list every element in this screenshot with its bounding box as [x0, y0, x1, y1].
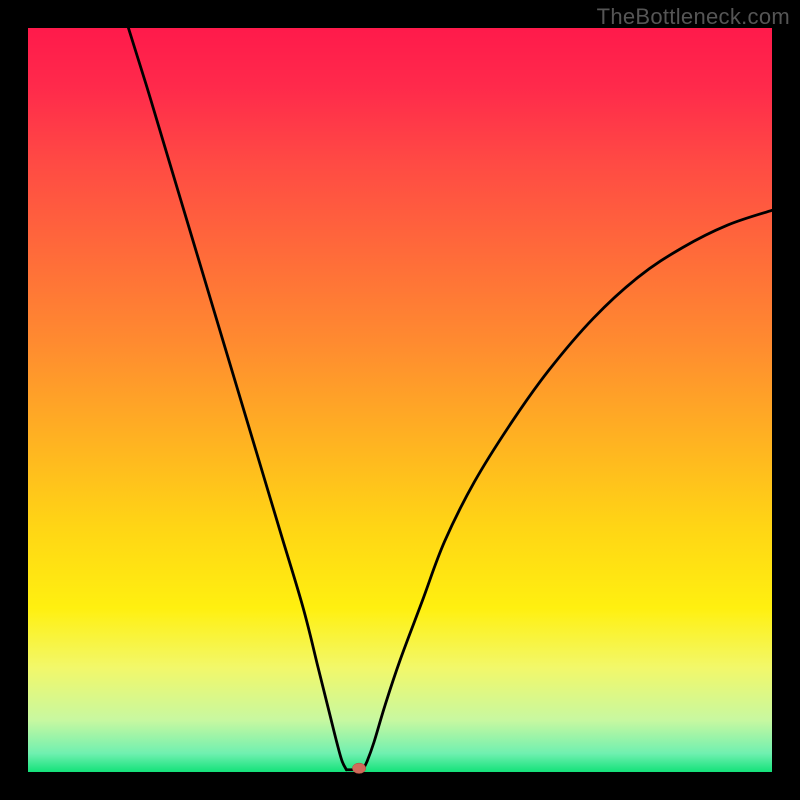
bottleneck-chart: TheBottleneck.com — [0, 0, 800, 800]
chart-svg — [0, 0, 800, 800]
watermark-text: TheBottleneck.com — [597, 4, 790, 30]
optimal-point-marker — [352, 763, 365, 773]
